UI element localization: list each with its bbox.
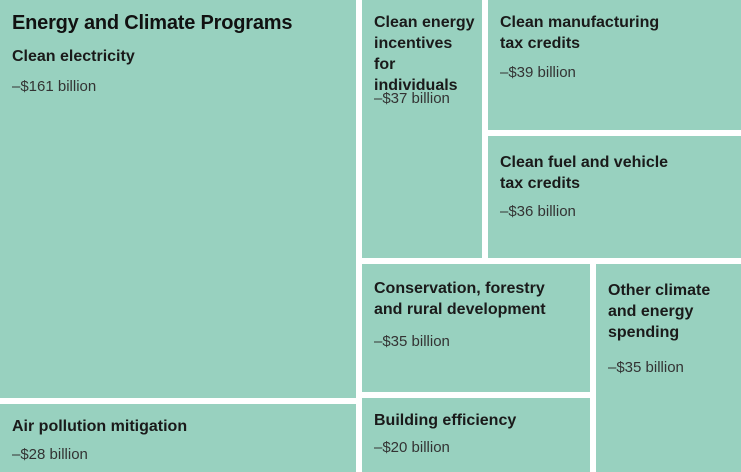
tile-value: –$37 billion	[374, 90, 450, 107]
tile-label: Building efficiency	[374, 412, 517, 429]
tile-value: –$35 billion	[374, 333, 450, 350]
tile-label: Clean energy incentives for individuals	[374, 14, 475, 94]
tile-value: –$35 billion	[608, 359, 684, 376]
treemap-tile: Other climate and energy spending –$35 bi…	[596, 264, 741, 472]
treemap-tile: Conservation, forestry and rural develop…	[362, 264, 590, 392]
tile-value: –$39 billion	[500, 64, 576, 81]
tile-value: –$20 billion	[374, 439, 450, 456]
tile-value: –$161 billion	[12, 78, 97, 95]
treemap-tile: Air pollution mitigation –$28 billion	[0, 404, 356, 472]
tile-label: Clean electricity	[12, 48, 135, 65]
treemap-tile: Clean fuel and vehicle tax credits –$36 b…	[488, 136, 741, 258]
tile-label: Other climate and energy spending	[608, 282, 711, 341]
treemap-tile: Clean energy incentives for individuals –…	[362, 0, 482, 258]
tile-label: Clean manufacturing tax credits	[500, 14, 660, 52]
chart-title: Energy and Climate Programs	[12, 12, 293, 34]
tile-value: –$36 billion	[500, 203, 576, 220]
treemap-tile: Clean electricity –$161 billion	[0, 0, 356, 398]
tile-value: –$28 billion	[12, 446, 88, 463]
treemap-tile: Clean manufacturing tax credits –$39 bill…	[488, 0, 741, 130]
tile-label: Conservation, forestry and rural develop…	[374, 280, 546, 318]
tile-label: Air pollution mitigation	[12, 418, 188, 435]
treemap-tile: Building efficiency –$20 billion	[362, 398, 590, 472]
tile-label: Clean fuel and vehicle tax credits	[500, 154, 669, 192]
